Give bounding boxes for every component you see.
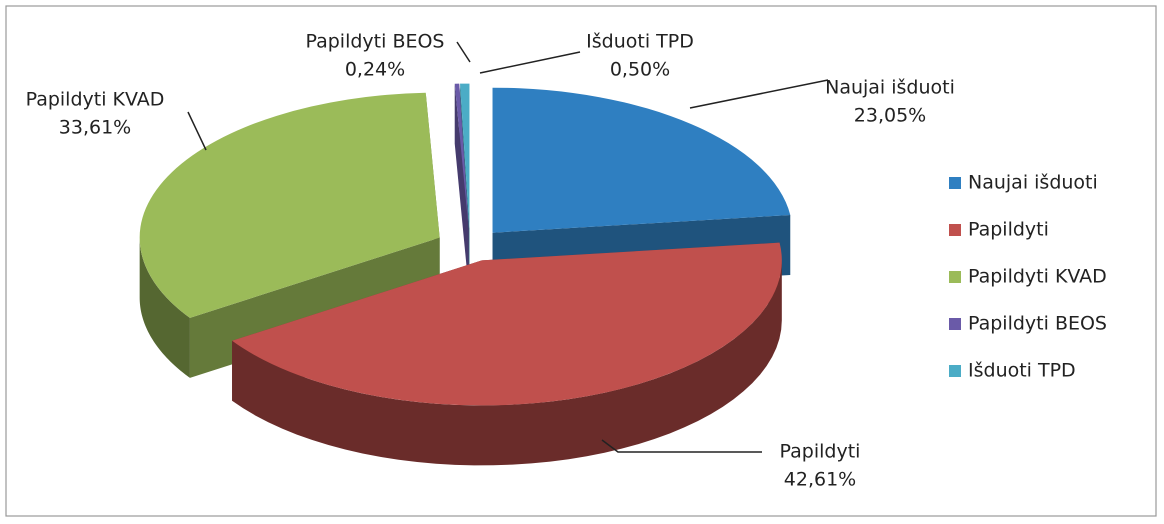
legend-swatch (949, 271, 961, 283)
legend-label: Papildyti BEOS (968, 313, 1107, 335)
leader-line (689, 79, 829, 109)
data-label-name: Papildyti (780, 441, 861, 463)
slice (139, 92, 440, 318)
leader-line (479, 51, 581, 74)
data-label: 33,61% (59, 117, 131, 139)
legend-label: Papildyti KVAD (968, 266, 1107, 288)
data-label-name: Išduoti TPD (586, 31, 694, 53)
slice-side (139, 237, 190, 378)
leader-line (187, 111, 207, 151)
slice (460, 83, 470, 229)
data-label: 0,24% (345, 59, 405, 81)
slice (232, 242, 782, 406)
legend-swatch (949, 224, 961, 236)
legend-label: Papildyti (968, 219, 1049, 241)
legend-label: Išduoti TPD (968, 360, 1076, 382)
slice (492, 87, 791, 233)
legend-swatch (949, 318, 961, 330)
data-label-name: Naujai išduoti (825, 77, 955, 99)
data-label-name: Papildyti KVAD (26, 89, 165, 111)
legend-swatch (949, 177, 961, 189)
data-label: 0,50% (610, 59, 670, 81)
slice-cut-face (454, 83, 469, 289)
leader-line (456, 41, 471, 63)
data-label: 42,61% (784, 469, 856, 491)
legend-label: Naujai išduoti (968, 172, 1098, 194)
slice-side (232, 260, 782, 466)
leader-line (601, 439, 762, 453)
data-label-name: Papildyti BEOS (306, 31, 445, 53)
data-label: 23,05% (854, 105, 926, 127)
legend-swatch (949, 365, 961, 377)
slice (454, 83, 469, 229)
